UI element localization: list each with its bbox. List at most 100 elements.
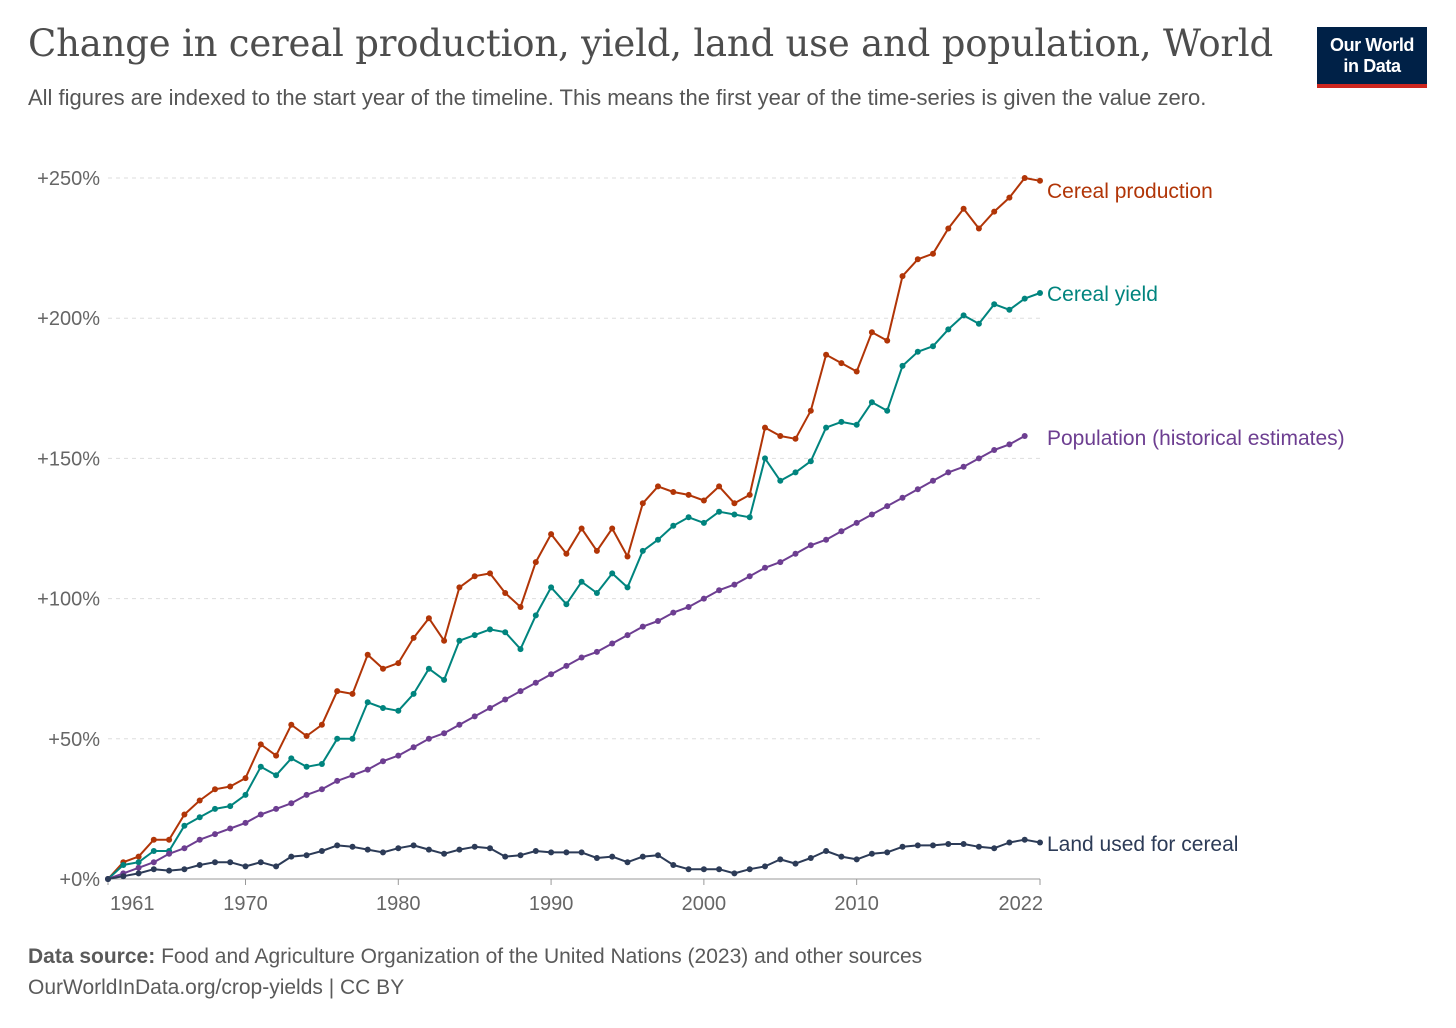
data-point[interactable] (135, 853, 142, 860)
data-point[interactable] (487, 626, 493, 633)
data-point[interactable] (548, 584, 555, 591)
data-point[interactable] (364, 699, 371, 706)
data-point[interactable] (349, 843, 356, 850)
series-line[interactable] (107, 292, 1041, 880)
data-point[interactable] (548, 531, 555, 538)
series-label[interactable]: Cereal production (1047, 180, 1213, 203)
data-point[interactable] (212, 786, 218, 793)
data-point[interactable] (899, 843, 906, 850)
data-point[interactable] (762, 424, 768, 431)
data-point[interactable] (838, 853, 845, 860)
data-point[interactable] (273, 805, 280, 812)
data-point[interactable] (456, 721, 463, 728)
data-point[interactable] (471, 713, 478, 720)
data-point[interactable] (960, 312, 967, 319)
data-point[interactable] (609, 853, 616, 860)
data-point[interactable] (700, 595, 707, 602)
data-point[interactable] (792, 550, 799, 557)
data-point[interactable] (364, 766, 371, 773)
data-point[interactable] (578, 578, 585, 585)
data-point[interactable] (884, 407, 891, 414)
data-point[interactable] (517, 688, 524, 695)
data-point[interactable] (716, 866, 723, 873)
data-point[interactable] (792, 469, 799, 476)
data-point[interactable] (975, 455, 982, 462)
data-point[interactable] (1037, 177, 1043, 184)
data-point[interactable] (1021, 836, 1028, 843)
data-point[interactable] (395, 707, 402, 714)
data-point[interactable] (563, 662, 570, 669)
data-point[interactable] (181, 811, 188, 818)
data-point[interactable] (196, 836, 203, 843)
data-point[interactable] (166, 867, 173, 874)
data-point[interactable] (716, 587, 723, 594)
url-license[interactable]: OurWorldInData.org/crop-yields | CC BY (28, 976, 405, 999)
data-point[interactable] (975, 843, 982, 850)
data-point[interactable] (563, 849, 570, 856)
data-point[interactable] (303, 852, 310, 859)
data-point[interactable] (609, 640, 616, 647)
data-point[interactable] (868, 511, 875, 518)
data-point[interactable] (807, 458, 814, 465)
data-point[interactable] (700, 519, 707, 526)
data-point[interactable] (410, 690, 417, 697)
data-point[interactable] (991, 447, 998, 453)
data-point[interactable] (242, 791, 249, 798)
data-point[interactable] (410, 842, 417, 849)
data-point[interactable] (196, 797, 203, 804)
data-point[interactable] (746, 514, 753, 521)
data-point[interactable] (318, 848, 325, 854)
owid-logo[interactable]: Our World in Data (1317, 27, 1427, 88)
data-point[interactable] (1021, 295, 1028, 302)
data-point[interactable] (288, 721, 295, 728)
data-point[interactable] (930, 842, 936, 849)
data-point[interactable] (318, 761, 325, 767)
data-point[interactable] (884, 503, 891, 510)
data-point[interactable] (227, 783, 234, 790)
data-point[interactable] (1037, 839, 1043, 846)
data-point[interactable] (395, 752, 402, 759)
data-point[interactable] (991, 208, 998, 215)
data-point[interactable] (914, 256, 921, 263)
data-point[interactable] (578, 654, 585, 661)
data-point[interactable] (318, 786, 325, 793)
data-point[interactable] (487, 845, 493, 852)
data-point[interactable] (502, 629, 509, 636)
data-point[interactable] (655, 536, 661, 543)
data-point[interactable] (685, 514, 692, 521)
data-point[interactable] (303, 763, 310, 770)
data-point[interactable] (945, 225, 952, 232)
data-point[interactable] (655, 852, 661, 859)
data-point[interactable] (762, 455, 768, 462)
data-point[interactable] (624, 584, 631, 591)
data-point[interactable] (930, 250, 936, 257)
data-point[interactable] (960, 205, 967, 212)
data-point[interactable] (639, 623, 646, 630)
data-point[interactable] (1037, 290, 1043, 296)
data-point[interactable] (807, 855, 814, 861)
data-point[interactable] (532, 679, 539, 686)
data-point[interactable] (471, 843, 478, 850)
data-point[interactable] (762, 863, 768, 870)
data-point[interactable] (899, 494, 906, 501)
data-point[interactable] (624, 553, 631, 560)
data-point[interactable] (212, 831, 218, 838)
data-point[interactable] (487, 570, 493, 577)
data-point[interactable] (899, 362, 906, 369)
data-point[interactable] (410, 634, 417, 641)
data-point[interactable] (502, 853, 509, 860)
data-point[interactable] (502, 590, 509, 596)
data-point[interactable] (257, 811, 264, 818)
data-point[interactable] (380, 849, 386, 856)
data-point[interactable] (456, 584, 463, 591)
data-point[interactable] (868, 850, 875, 857)
data-point[interactable] (930, 477, 936, 484)
data-point[interactable] (960, 841, 967, 847)
data-point[interactable] (288, 800, 295, 807)
data-point[interactable] (838, 528, 845, 535)
data-point[interactable] (655, 618, 661, 624)
data-point[interactable] (578, 849, 585, 856)
data-point[interactable] (593, 547, 600, 554)
data-point[interactable] (181, 845, 188, 852)
data-point[interactable] (532, 612, 539, 619)
